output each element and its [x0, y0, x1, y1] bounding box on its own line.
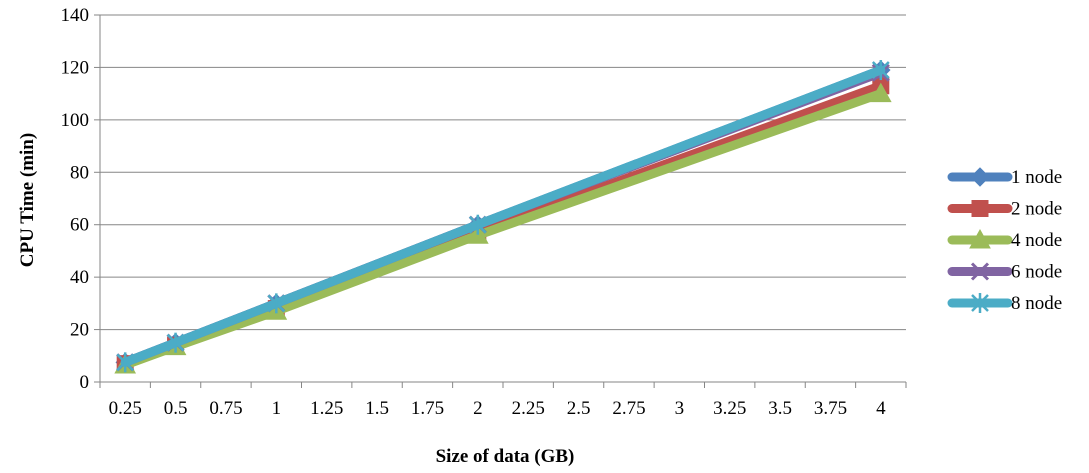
x-tick-label: 2.25 [512, 398, 545, 419]
y-tick-label: 40 [70, 267, 89, 288]
x-tick-label: 0.75 [209, 398, 242, 419]
y-tick-label: 120 [61, 57, 90, 78]
legend: 1 node 2 node 4 node 6 node 8 node [947, 167, 1062, 314]
data-point-8-node [166, 332, 185, 353]
x-tick-label: 2.75 [612, 398, 645, 419]
x-tick-label: 1.5 [365, 398, 389, 419]
legend-label-4-node: 4 node [1011, 230, 1062, 251]
x-tick-label: 3.5 [768, 398, 792, 419]
axes [94, 14, 907, 388]
gridlines [100, 14, 906, 331]
x-tick-label: 4 [876, 398, 886, 419]
legend-marker-6-node-stroke [970, 262, 990, 281]
y-tick-label: 140 [61, 5, 90, 26]
data-point-8-node [468, 214, 487, 235]
legend-marker-6-node [970, 262, 990, 281]
y-tick-label: 20 [70, 320, 89, 341]
x-tick-label: 2.5 [567, 398, 591, 419]
legend-marker-4-node [969, 228, 991, 249]
x-tick-labels: 0.25 0.5 0.75 1 1.25 1.5 1.75 2 2.25 2.5 2.75 3 3.25… [109, 398, 887, 419]
legend-marker-2-node [971, 200, 989, 217]
legend-label-8-node: 8 node [1011, 293, 1062, 314]
legend-marker-8-node [971, 293, 989, 313]
y-tick-label: 60 [70, 215, 89, 236]
legend-label-6-node: 6 node [1011, 262, 1062, 283]
series-line-8-node [120, 65, 886, 367]
legend-marker-1-node [970, 167, 990, 187]
x-tick-label: 1 [272, 398, 282, 419]
data-point-8-node [267, 293, 286, 314]
y-tick-label: 0 [80, 372, 90, 393]
data-point-8-node [116, 352, 135, 373]
y-axis-title: CPU Time (min) [17, 133, 38, 267]
x-tick-label: 1.75 [411, 398, 444, 419]
legend-label-2-node: 2 node [1011, 199, 1062, 220]
x-tick-label: 1.25 [310, 398, 343, 419]
x-tick-label: 0.5 [164, 398, 188, 419]
x-tick-label: 3.25 [713, 398, 746, 419]
y-tick-label: 80 [70, 162, 89, 183]
y-tick-labels: 0 20 40 60 80 100 120 140 [61, 5, 90, 393]
x-tick-label: 3.75 [814, 398, 847, 419]
x-axis-title: Size of data (GB) [436, 446, 575, 467]
series-line-4-node [120, 89, 886, 370]
series-lines [114, 60, 892, 374]
x-tick-label: 3 [675, 398, 685, 419]
y-tick-label: 100 [61, 110, 90, 131]
data-point-4-node [869, 82, 892, 103]
x-tick-label: 2 [473, 398, 483, 419]
x-tick-label: 0.25 [109, 398, 142, 419]
legend-label-1-node: 1 node [1011, 167, 1062, 188]
data-point-8-node [871, 60, 890, 81]
